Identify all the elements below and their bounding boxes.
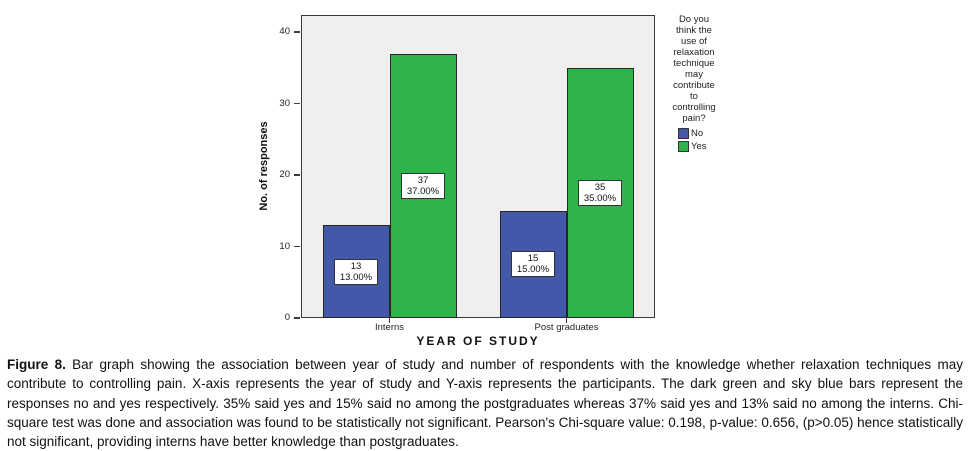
y-tick-mark: [294, 174, 300, 176]
figure-8-bar-chart: 0 10 20 30 40 13 13.00% 37 37.00% 15 15.00% 35 35.0…: [258, 14, 740, 348]
legend-entries: No Yes: [648, 127, 740, 153]
y-tick-label: 40: [279, 26, 290, 38]
figure-caption: Figure 8. Bar graph showing the associat…: [7, 355, 963, 451]
y-tick-label: 10: [279, 240, 290, 252]
legend-title: Do you think the use of relaxation technique…: [672, 14, 716, 124]
figure-caption-label: Figure 8.: [7, 357, 66, 372]
y-tick-mark: [294, 102, 300, 105]
x-tick-mark: [565, 318, 568, 323]
bar-value-label: 13 13.00%: [333, 258, 379, 285]
bar-interns-yes: 37 37.00%: [389, 53, 457, 318]
legend-entry-no: No: [678, 127, 740, 140]
y-tick-mark: [294, 245, 300, 248]
bar-post-graduates-yes: 35 35.00%: [566, 67, 634, 318]
figure-caption-text: Bar graph showing the association betwee…: [7, 357, 964, 450]
x-axis-title: YEAR OF STUDY: [416, 334, 540, 348]
legend-swatch-yes: [678, 141, 689, 152]
x-category-label: Post graduates: [534, 322, 599, 333]
bar-value-label: 15 15.00%: [510, 251, 556, 278]
x-category-label: Interns: [374, 322, 405, 333]
legend-entry-label: No: [691, 128, 704, 139]
legend-entry-label: Yes: [691, 141, 707, 152]
y-tick-mark: [294, 317, 300, 319]
bar-post-graduates-no: 15 15.00%: [499, 210, 567, 318]
legend-entry-yes: Yes: [678, 140, 740, 153]
bar-value-label: 37 37.00%: [400, 172, 446, 199]
bar-value-label: 35 35.00%: [577, 179, 623, 206]
bar-interns-no: 13 13.00%: [322, 225, 390, 318]
y-tick-mark: [294, 31, 300, 33]
x-tick-mark: [388, 318, 391, 323]
y-tick-label: 20: [279, 169, 290, 181]
y-tick-label: 0: [284, 312, 290, 323]
y-axis-title: No. of responses: [258, 121, 270, 211]
legend: Do you think the use of relaxation technique…: [648, 14, 740, 153]
y-tick-label: 30: [279, 97, 290, 109]
legend-swatch-no: [678, 128, 689, 139]
